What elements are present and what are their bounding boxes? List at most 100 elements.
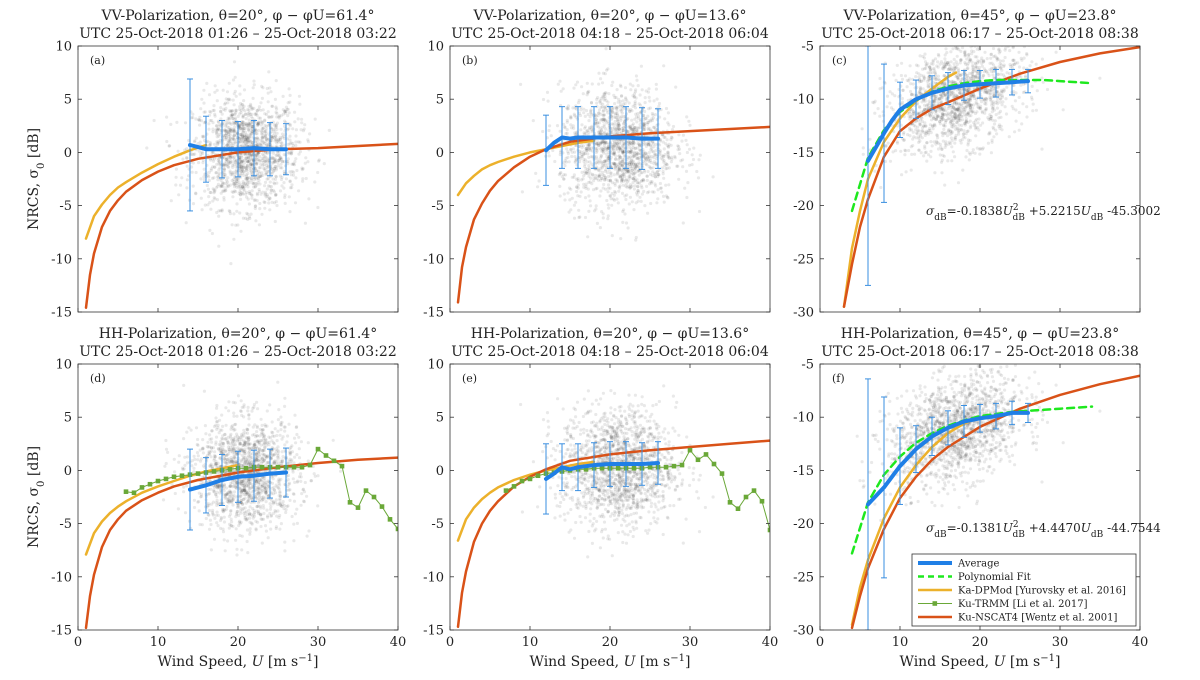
- scatter-point: [252, 106, 256, 110]
- scatter-point: [609, 114, 614, 118]
- scatter-point: [949, 90, 953, 94]
- scatter-point: [994, 128, 998, 132]
- scatter-point: [266, 484, 270, 488]
- scatter-point: [1012, 58, 1016, 62]
- scatter-point: [923, 151, 927, 155]
- scatter-point: [600, 176, 604, 180]
- scatter-point: [636, 152, 640, 156]
- scatter-point: [594, 114, 598, 118]
- scatter-point: [193, 139, 197, 143]
- scatter-point: [237, 157, 241, 161]
- scatter-point: [265, 169, 270, 173]
- scatter-point: [942, 108, 946, 112]
- scatter-point: [616, 201, 620, 205]
- scatter-point: [246, 124, 250, 128]
- scatter-point: [969, 96, 973, 100]
- scatter-point: [289, 445, 293, 449]
- scatter-point: [617, 167, 621, 172]
- scatter-point: [628, 141, 633, 146]
- scatter-point: [1012, 90, 1016, 94]
- scatter-point: [193, 152, 197, 156]
- scatter-point: [622, 161, 626, 165]
- scatter-point: [194, 191, 198, 195]
- scatter-point: [688, 123, 692, 127]
- scatter-point: [226, 492, 230, 497]
- scatter-point: [246, 154, 250, 159]
- scatter-point: [266, 165, 270, 169]
- scatter-point: [256, 123, 260, 127]
- scatter-point: [250, 153, 254, 157]
- scatter-point: [638, 125, 642, 129]
- scatter-point: [272, 181, 276, 185]
- scatter-point: [234, 165, 238, 169]
- scatter-point: [647, 143, 651, 147]
- scatter-point: [654, 149, 658, 153]
- scatter-point: [599, 154, 604, 158]
- scatter-point: [928, 68, 933, 72]
- scatter-point: [662, 200, 666, 204]
- scatter-point: [241, 134, 245, 138]
- scatter-point: [208, 119, 212, 123]
- scatter-point: [582, 185, 586, 189]
- scatter-point: [937, 54, 941, 58]
- scatter-point: [573, 114, 577, 118]
- scatter-point: [261, 132, 265, 137]
- scatter-point: [215, 175, 220, 179]
- scatter-point: [968, 95, 972, 99]
- scatter-point: [934, 77, 938, 81]
- scatter-point: [601, 216, 605, 220]
- scatter-point: [637, 142, 641, 146]
- scatter-point: [590, 149, 595, 153]
- scatter-point: [260, 120, 264, 124]
- scatter-point: [243, 134, 247, 138]
- scatter-point: [873, 111, 877, 115]
- scatter-point: [582, 160, 586, 164]
- scatter-point: [209, 522, 213, 527]
- scatter-point: [963, 61, 967, 65]
- scatter-point: [986, 42, 989, 45]
- scatter-point: [600, 140, 604, 144]
- scatter-point: [252, 185, 256, 189]
- scatter-point: [238, 190, 242, 194]
- scatter-point: [247, 111, 251, 115]
- scatter-point: [316, 170, 320, 175]
- scatter-point: [585, 129, 590, 133]
- scatter-point: [648, 127, 652, 131]
- scatter-point: [612, 144, 616, 149]
- scatter-point: [281, 112, 285, 116]
- scatter-point: [587, 148, 592, 152]
- scatter-point: [265, 137, 269, 141]
- scatter-point: [267, 115, 271, 119]
- scatter-point: [594, 148, 598, 152]
- scatter-point: [1004, 112, 1009, 116]
- scatter-point: [246, 197, 250, 201]
- scatter-point: [279, 162, 283, 166]
- scatter-point: [244, 173, 248, 177]
- scatter-point: [941, 112, 945, 116]
- scatter-point: [633, 146, 637, 151]
- scatter-point: [951, 47, 955, 51]
- scatter-point: [216, 513, 220, 518]
- scatter-point: [546, 99, 550, 103]
- scatter-point: [650, 149, 654, 153]
- scatter-point: [598, 131, 603, 135]
- scatter-point: [215, 210, 219, 215]
- scatter-point: [991, 100, 995, 104]
- scatter-point: [971, 110, 976, 114]
- scatter-point: [230, 160, 234, 164]
- scatter-point: [278, 166, 282, 170]
- scatter-point: [288, 179, 292, 183]
- scatter-point: [618, 155, 623, 159]
- scatter-point: [575, 117, 580, 121]
- scatter-point: [249, 152, 253, 157]
- scatter-point: [245, 436, 249, 440]
- scatter-point: [574, 200, 578, 204]
- scatter-point: [660, 154, 664, 158]
- scatter-point: [953, 112, 957, 116]
- scatter-point: [245, 124, 249, 128]
- scatter-point: [280, 504, 284, 508]
- scatter-point: [991, 107, 995, 111]
- scatter-point: [231, 109, 235, 113]
- scatter-point: [998, 97, 1002, 101]
- scatter-point: [240, 123, 244, 127]
